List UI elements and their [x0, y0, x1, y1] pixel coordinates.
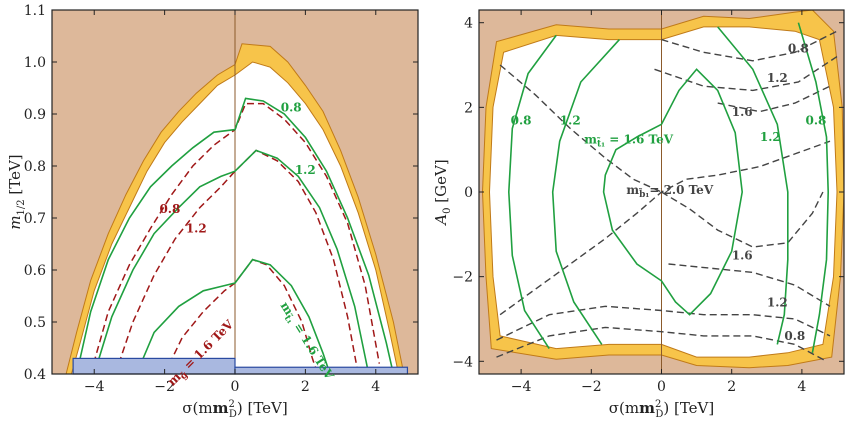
sb-tail: = 2.0 TeV: [649, 183, 713, 197]
label-green-0.8-left: 0.8: [511, 113, 532, 127]
rx-label-m: m: [639, 399, 655, 417]
y-tick-label: −2: [452, 270, 473, 286]
y-tick-label: 1.1: [24, 3, 46, 19]
y-label-sub: 1/2: [16, 199, 27, 215]
r-stop-m: m: [584, 132, 597, 146]
right-x-axis-label: σ(mm2 D) [TeV]: [609, 399, 714, 420]
rx-label-tail: ) [TeV]: [663, 399, 714, 417]
sbottom-contour-line: [717, 85, 831, 113]
gluino-contour-line: [89, 102, 381, 375]
y-tick-label: 0.7: [24, 211, 46, 227]
y-tick-label: 0.5: [24, 315, 46, 331]
ry-label-sub: 0: [442, 207, 453, 213]
rx-label-sup: 2: [655, 399, 661, 410]
x-label-a: σ(m: [182, 399, 212, 417]
x-label-sub: D: [229, 409, 237, 420]
left-ticks: −4 −2 0 2 4 0.4 0.5 0.6 0.7 0.8 0.9 1.0 1.1: [24, 3, 418, 395]
left-panel: −4 −2 0 2 40.40.50.60.70.80.91.01.1 0.8 1.2 …: [6, 3, 419, 420]
y-tick-label: 1.0: [24, 55, 46, 71]
label-sbottom-mass: mb̃₁= 2.0 TeV: [626, 183, 713, 200]
ry-label-a: A: [432, 214, 450, 227]
x-tick-label: −2: [154, 379, 175, 395]
sbottom-contour-line: [496, 326, 827, 362]
sbottom-contour-line: [668, 263, 831, 307]
y-tick-label: 0: [464, 185, 473, 201]
stop-contour-line: [717, 26, 789, 345]
stop-contour-line: [602, 68, 744, 316]
sb-sub: b̃₁: [639, 187, 650, 200]
sb-m: m: [626, 183, 639, 197]
y-label-tail: [TeV]: [6, 154, 24, 199]
label-green-1.2-left: 1.2: [560, 113, 581, 127]
x-tick-label: 2: [301, 379, 310, 395]
label-green-0.8-right: 0.8: [805, 113, 826, 127]
right-y-axis-label: A0 [GeV]: [432, 159, 453, 226]
x-tick-label: −2: [581, 379, 602, 395]
right-panel: −4 −2 0 2 4 −4 −2 0 2 4 0.8 1.2 1.2 0.8 0.8 1.2 1…: [432, 9, 845, 420]
label-gray-0.8-top: 0.8: [788, 41, 809, 55]
x-label-sup: 2: [228, 399, 234, 410]
stop-contour-line: [93, 149, 370, 375]
y-tick-label: 0.8: [24, 159, 46, 175]
x-tick-label: 4: [797, 379, 806, 395]
x-tick-label: −4: [84, 379, 105, 395]
x-tick-label: 4: [371, 379, 380, 395]
y-tick-label: 0.6: [24, 263, 46, 279]
ry-label-tail: [GeV]: [432, 159, 450, 207]
x-label-m: m: [213, 399, 229, 417]
label-green-0.8: 0.8: [281, 100, 302, 114]
y-tick-label: 4: [464, 16, 473, 32]
stop-contour-line: [507, 34, 557, 350]
y-tick-label: 0.4: [24, 367, 46, 383]
right-stop-contours: [507, 22, 830, 353]
y-tick-label: 0.9: [24, 107, 46, 123]
y-tick-label: 2: [464, 100, 473, 116]
sbottom-contour-line: [661, 191, 824, 248]
x-tick-label: 0: [657, 379, 666, 395]
sbottom-contour-line: [496, 305, 831, 341]
label-gray-1.6-bottom: 1.6: [732, 249, 753, 263]
label-gray-1.2-top: 1.2: [767, 71, 788, 85]
label-red-0.8: 0.8: [159, 202, 180, 216]
label-gray-0.8-bottom: 0.8: [784, 329, 805, 343]
r-stop-sub: t̃₁: [597, 137, 605, 150]
x-tick-label: 0: [231, 379, 240, 395]
rx-label-a: σ(m: [609, 399, 639, 417]
right-ticks: −4 −2 0 2 4 −4 −2 0 2 4: [452, 10, 844, 395]
lep-excluded-box: [72, 357, 236, 375]
left-stop-contours: [75, 97, 395, 375]
label-green-1.2: 1.2: [295, 163, 316, 177]
x-label-tail: ) [TeV]: [237, 399, 288, 417]
label-gray-1.6-top: 1.6: [732, 105, 753, 119]
label-green-1.2-right: 1.2: [760, 130, 781, 144]
r-stop-tail: = 1.6 TeV: [605, 132, 674, 146]
stop-contour-line: [797, 22, 830, 353]
x-tick-label: −4: [511, 379, 532, 395]
rx-label-sub: D: [655, 409, 663, 420]
label-stop-mass-right: mt̃₁ = 1.6 TeV: [584, 132, 673, 149]
sbottom-contour-line: [661, 30, 838, 62]
left-x-axis-label: σ(mm2 D) [TeV]: [182, 399, 287, 420]
stop-contour-line: [135, 258, 331, 375]
right-sbottom-contours: [496, 30, 838, 362]
y-label-m: m: [6, 215, 24, 229]
sbottom-contour-line: [499, 64, 662, 193]
y-tick-label: −4: [452, 354, 473, 370]
x-tick-label: 2: [727, 379, 736, 395]
label-gray-1.2-bottom: 1.2: [767, 295, 788, 309]
label-red-1.2: 1.2: [186, 222, 207, 236]
stop-contour-line: [551, 39, 620, 345]
left-y-axis-label: m1/2 [TeV]: [6, 154, 27, 229]
stop-contour-line: [75, 97, 395, 375]
